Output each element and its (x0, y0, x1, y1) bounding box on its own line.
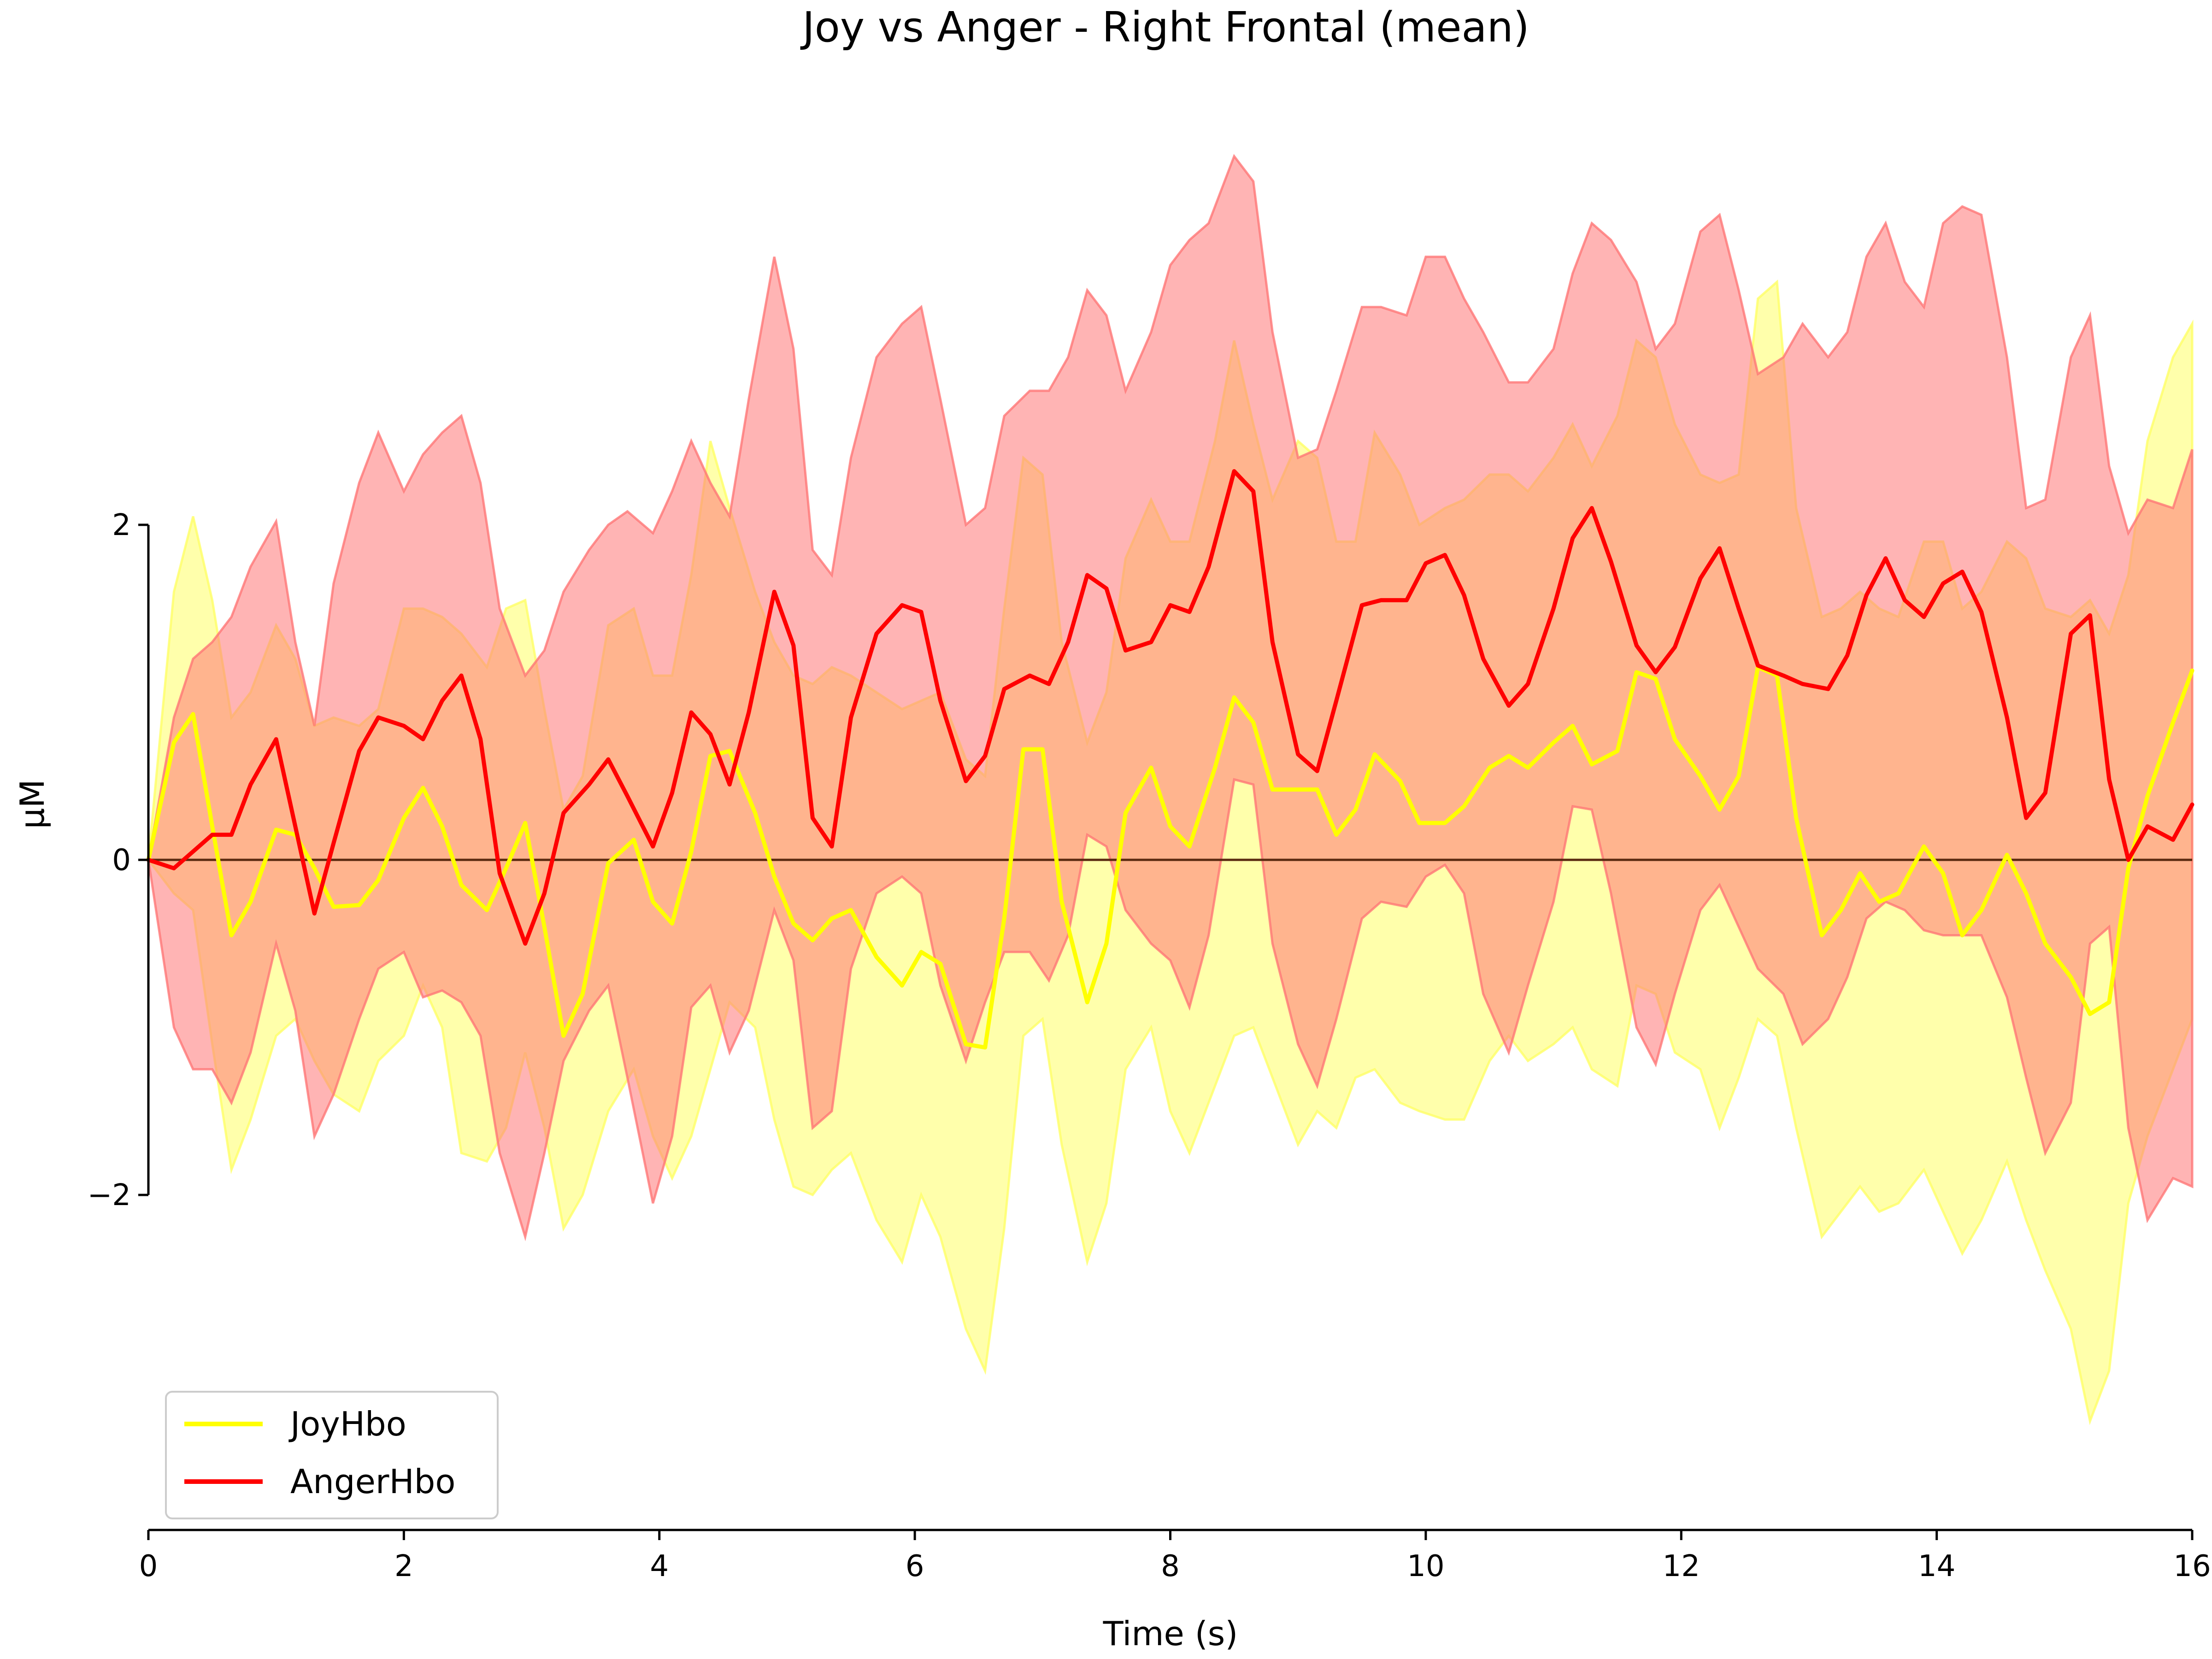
line-angerhbo (146, 469, 2194, 946)
line-joyhbo (146, 665, 2194, 1050)
confidence-bands (147, 154, 2194, 1425)
y-tick-label: 0 (112, 843, 131, 877)
chart-title: Joy vs Anger - Right Frontal (mean) (800, 3, 1530, 52)
legend-label-joyhbo: JoyHbo (288, 1405, 406, 1443)
x-tick-label: 2 (394, 1549, 413, 1583)
band-angerhbo (147, 154, 2194, 1241)
x-tick-label: 10 (1407, 1549, 1444, 1583)
series-lines (146, 469, 2194, 1050)
legend: JoyHbo AngerHbo (165, 1391, 499, 1519)
x-tick-label: 12 (1663, 1549, 1700, 1583)
y-axis: −2 0 2 (88, 508, 150, 1212)
x-tick-label: 4 (650, 1549, 669, 1583)
x-tick-label: 6 (906, 1549, 924, 1583)
y-tick-label: 2 (112, 508, 131, 542)
x-axis-title: Time (s) (1103, 1614, 1238, 1653)
x-tick-label: 14 (1918, 1549, 1955, 1583)
y-axis-title: µM (13, 779, 52, 829)
x-axis: 0 2 4 6 8 10 12 14 16 (139, 1529, 2211, 1583)
x-tick-label: 8 (1161, 1549, 1180, 1583)
legend-label-angerhbo: AngerHbo (290, 1462, 455, 1501)
y-tick-label: −2 (88, 1178, 131, 1212)
x-tick-label: 16 (2173, 1549, 2211, 1583)
x-tick-label: 0 (139, 1549, 158, 1583)
